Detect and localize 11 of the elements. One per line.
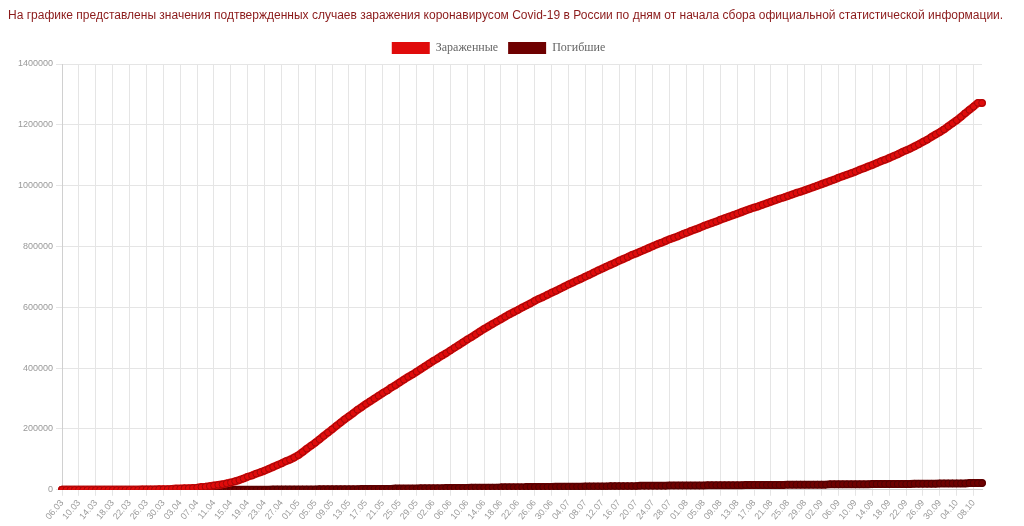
y-tick-label: 600000: [22, 301, 54, 312]
chart-title: На графике представлены значения подтвержденных случаев заражения коронавирусом Covid-19 в России по дням от начала сбора официальной статистической информации.: [8, 7, 1004, 24]
y-tick-label: 1000000: [17, 180, 54, 191]
legend-label: Зараженные: [435, 40, 499, 55]
y-tick-label: 200000: [22, 423, 54, 434]
y-tick-label: 1400000: [17, 58, 54, 69]
y-tick-label: 400000: [22, 362, 54, 373]
y-tick-label: 800000: [22, 240, 54, 251]
legend-label: Погибшие: [552, 40, 606, 55]
y-tick-label: 0: [48, 484, 54, 495]
y-tick-label: 1200000: [17, 119, 54, 130]
